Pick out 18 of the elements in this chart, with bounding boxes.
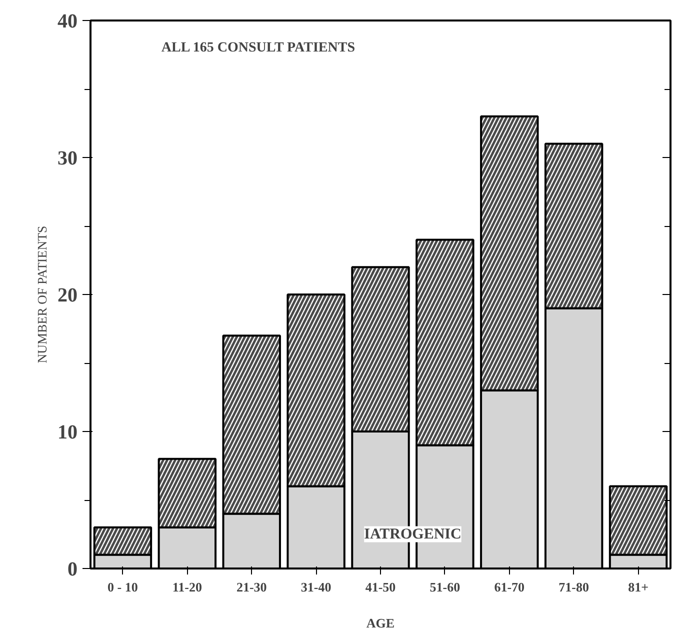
x-tick-label: 41-50 [365, 580, 396, 594]
text: ALL 165 CONSULT PATIENTS [161, 40, 356, 56]
x-tick-label: 21-30 [236, 580, 267, 594]
x-tick-label: 31-40 [300, 580, 332, 594]
y-tick-label: 30 [58, 148, 78, 170]
y-axis-title: NUMBER OF PATIENTS [34, 226, 50, 364]
x-axis-title: AGE [366, 616, 395, 630]
x-tick-label: 51-60 [430, 580, 460, 594]
x-tick-label: 81+ [628, 580, 648, 594]
y-tick-label: 20 [58, 284, 78, 306]
series-label: IATROGENIC [364, 526, 462, 542]
x-tick-label: 61-70 [494, 580, 525, 594]
y-tick-label: 0 [68, 558, 78, 580]
x-tick-label: 11-20 [172, 580, 202, 594]
y-tick-label: 10 [58, 422, 78, 444]
x-tick-label: 71-80 [558, 580, 590, 594]
y-tick-label: 40 [58, 10, 78, 32]
x-tick-label: 0 - 10 [108, 580, 138, 594]
